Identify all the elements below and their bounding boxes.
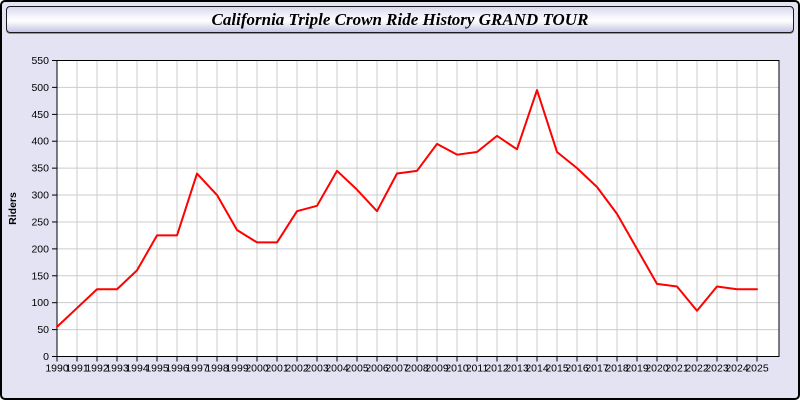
x-axis-tick-label: 2002 <box>285 363 309 375</box>
chart-title-bar: California Triple Crown Ride History GRA… <box>6 6 794 33</box>
x-axis-tick-label: 2007 <box>385 363 409 375</box>
x-axis-tick-label: 1996 <box>165 363 189 375</box>
x-axis-tick-label: 1998 <box>205 363 229 375</box>
x-axis-tick-label: 1995 <box>145 363 169 375</box>
x-axis-tick-label: 1991 <box>65 363 89 375</box>
y-axis-tick-label: 550 <box>31 55 49 67</box>
x-axis-tick-label: 2023 <box>705 363 729 375</box>
riders-line-series <box>56 89 758 328</box>
x-axis-tick-label: 2006 <box>365 363 389 375</box>
x-axis-tick-label: 2020 <box>645 363 669 375</box>
x-axis-tick-label: 2011 <box>466 363 489 375</box>
x-axis-tick-label: 1994 <box>125 363 149 375</box>
y-axis-tick-label: 500 <box>31 82 49 94</box>
x-axis-tick-label: 2014 <box>525 363 549 375</box>
x-axis-tick-label: 2016 <box>565 363 589 375</box>
x-axis-tick-label: 1992 <box>85 363 109 375</box>
x-axis-tick-label: 2022 <box>685 363 709 375</box>
x-axis-tick-label: 2017 <box>585 363 609 375</box>
x-axis-tick-label: 2019 <box>625 363 649 375</box>
x-axis-tick-label: 2013 <box>505 363 529 375</box>
x-axis-tick-label: 1993 <box>105 363 129 375</box>
x-axis-tick-label: 2010 <box>445 363 469 375</box>
x-axis-tick-label: 2015 <box>545 363 569 375</box>
x-axis-tick-label: 2008 <box>405 363 429 375</box>
x-axis-tick-label: 2001 <box>265 363 289 375</box>
y-axis-tick-label: 450 <box>31 109 49 121</box>
page-title: California Triple Crown Ride History GRA… <box>211 9 589 29</box>
x-axis-tick-label: 2012 <box>485 363 509 375</box>
y-axis-tick-label: 200 <box>31 243 49 255</box>
y-axis-tick-label: 250 <box>31 216 49 228</box>
y-axis-title: Riders <box>7 192 19 225</box>
x-axis-tick-label: 2000 <box>245 363 269 375</box>
y-axis-tick-label: 50 <box>37 324 49 336</box>
y-axis-tick-label: 150 <box>31 270 49 282</box>
y-axis-tick-label: 300 <box>31 190 49 202</box>
y-axis-tick-label: 350 <box>31 163 49 175</box>
x-axis-tick-label: 2003 <box>305 363 329 375</box>
x-axis-tick-label: 1997 <box>185 363 209 375</box>
x-axis-tick-label: 2004 <box>325 363 349 375</box>
y-axis-tick-label: 0 <box>43 351 49 363</box>
x-axis-tick-label: 2025 <box>745 363 769 375</box>
x-axis-tick-label: 2018 <box>605 363 629 375</box>
y-axis-tick-label: 100 <box>31 297 49 309</box>
y-axis-tick-label: 400 <box>31 136 49 148</box>
x-axis-tick-label: 2009 <box>425 363 449 375</box>
plot-area <box>57 60 779 357</box>
x-axis-tick-label: 1999 <box>225 363 249 375</box>
plot-frame <box>56 60 780 357</box>
x-axis-tick-label: 1990 <box>45 363 69 375</box>
x-axis-tick-label: 2021 <box>665 363 689 375</box>
x-axis-tick-label: 2024 <box>725 363 749 375</box>
x-axis-tick-label: 2005 <box>345 363 369 375</box>
